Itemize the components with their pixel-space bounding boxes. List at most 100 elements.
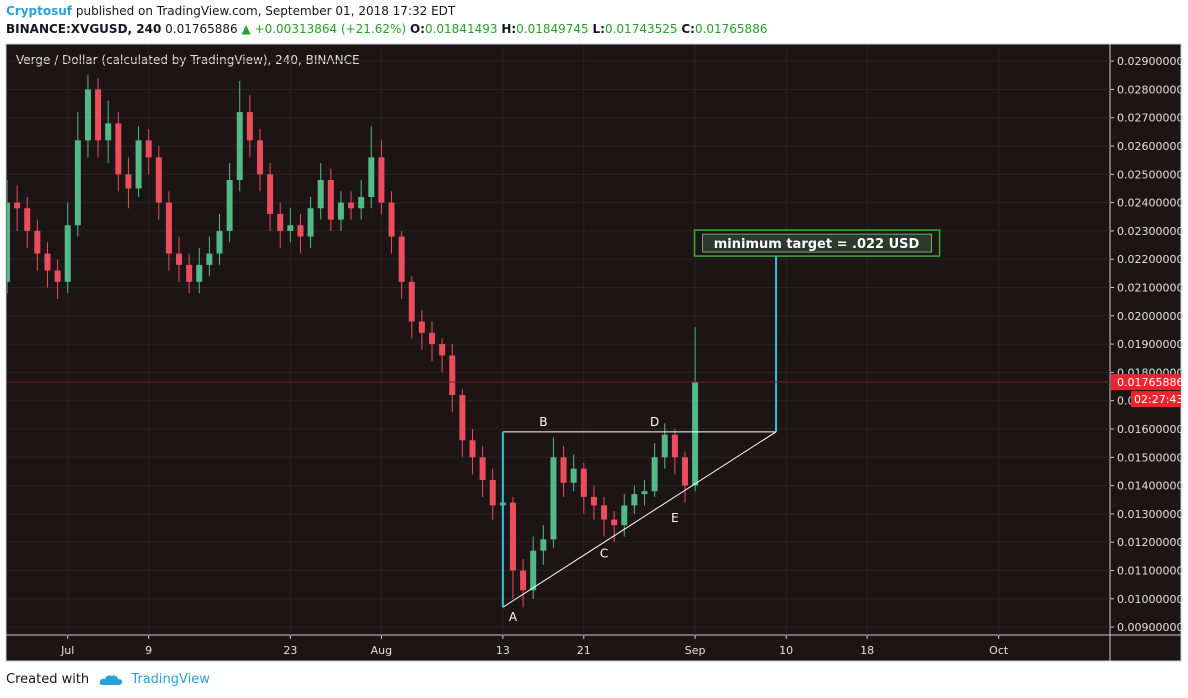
candle-body <box>216 230 223 254</box>
x-tick-label: 23 <box>283 644 297 657</box>
candle-body <box>337 202 344 220</box>
last-price: 0.01765886 <box>165 22 238 36</box>
ohlc-value: 0.01743525 <box>604 22 678 36</box>
candle-body <box>631 494 638 506</box>
y-tick-label: 0.01600000 <box>1117 423 1183 436</box>
x-tick-label: 13 <box>496 644 510 657</box>
candle-body <box>469 440 476 458</box>
candle-body <box>287 225 294 231</box>
candle-body <box>418 321 425 333</box>
candle-body <box>165 202 172 254</box>
y-tick-label: 0.00900000 <box>1117 621 1183 634</box>
candle-body <box>348 202 355 209</box>
candle-body <box>378 157 385 203</box>
price-tag-label: 0.01765886 <box>1117 376 1183 389</box>
candle-body <box>681 457 688 486</box>
candle-body <box>105 123 112 141</box>
ohlc-label: C: <box>681 22 695 36</box>
y-tick-label: 0.02100000 <box>1117 282 1183 295</box>
candle-body <box>570 468 577 483</box>
point-label: C <box>600 547 608 561</box>
candle-body <box>388 202 395 237</box>
candle-body <box>489 479 496 506</box>
candle-body <box>135 140 142 189</box>
candle-body <box>186 264 193 282</box>
y-tick-label: 0.02800000 <box>1117 83 1183 96</box>
candle-body <box>692 382 699 486</box>
candle-body <box>580 468 587 497</box>
y-tick-label: 0.02700000 <box>1117 112 1183 125</box>
y-tick-label: 0.02400000 <box>1117 197 1183 210</box>
candle-body <box>297 225 304 237</box>
candle-body <box>145 140 152 158</box>
y-tick-label: 0.01900000 <box>1117 338 1183 351</box>
candle-body <box>590 496 597 506</box>
header-line: Cryptosuf published on TradingView.com, … <box>6 4 455 18</box>
candle-body <box>520 570 527 591</box>
candle-body <box>277 213 284 231</box>
candle-body <box>429 332 436 345</box>
candle-body <box>358 196 365 209</box>
candle-body <box>601 505 608 520</box>
candle-body <box>661 434 668 458</box>
point-label: D <box>650 415 659 429</box>
author[interactable]: Cryptosuf <box>6 4 73 18</box>
candle-body <box>398 236 405 282</box>
candle-body <box>509 502 516 571</box>
point-label: A <box>509 610 518 624</box>
candle-body <box>459 395 466 441</box>
candle-body <box>641 491 648 495</box>
drawing-line <box>502 431 777 608</box>
point-label: B <box>539 415 547 429</box>
x-tick-label: Oct <box>989 644 1009 657</box>
price-tag <box>1111 374 1181 391</box>
target-inner <box>702 233 932 253</box>
candle-body <box>44 253 51 271</box>
x-tick-label: 21 <box>577 644 591 657</box>
ohlc-label: O: <box>409 22 425 36</box>
x-tick-label: Jul <box>60 644 74 657</box>
ohlc: O:0.01841493 H:0.01849745 L:0.01743525 C… <box>406 22 768 36</box>
symbol: BINANCE:XVGUSD, 240 <box>6 22 162 36</box>
candle-body <box>236 112 243 180</box>
brand[interactable]: TradingView <box>131 672 210 687</box>
footer: Created with TradingView <box>6 672 210 687</box>
candle-body <box>530 550 537 591</box>
candle-body <box>176 253 183 265</box>
y-tick-label: 0.02900000 <box>1117 55 1183 68</box>
candle-body <box>368 157 375 197</box>
candle-body <box>155 157 162 203</box>
x-tick-label: Sep <box>685 644 706 657</box>
ohlc-value: 0.01849745 <box>516 22 589 36</box>
candle-body <box>14 202 21 209</box>
y-tick-label: 0.02200000 <box>1117 253 1183 266</box>
x-tick-label: 9 <box>145 644 152 657</box>
candle-body <box>34 230 41 254</box>
chart-title: Verge / Dollar (calculated by TradingVie… <box>16 53 360 67</box>
y-tick-label: 0.02600000 <box>1117 140 1183 153</box>
candle-body <box>439 344 446 356</box>
chart-frame <box>5 43 1182 662</box>
candle-body <box>671 434 678 458</box>
candle-body <box>307 208 314 237</box>
x-tick-label: 18 <box>860 644 874 657</box>
candle-body <box>246 112 253 141</box>
candle-body <box>267 174 274 214</box>
ohlc-label: H: <box>501 22 517 36</box>
candle-body <box>226 179 233 231</box>
y-tick-label: 0.02000000 <box>1117 310 1183 323</box>
candle-body <box>408 281 415 322</box>
candle-body <box>317 179 324 209</box>
candle-body <box>24 208 31 231</box>
y-tick-label: 0.01400000 <box>1117 480 1183 493</box>
candle-body <box>84 89 91 141</box>
x-tick-label: Aug <box>371 644 392 657</box>
candle-body <box>327 179 334 220</box>
candle-body <box>621 505 628 526</box>
candle-body <box>449 355 456 396</box>
candle-body <box>560 457 567 483</box>
candle-body <box>651 457 658 492</box>
y-tick-label: 0.01000000 <box>1117 593 1183 606</box>
countdown-tag <box>1131 391 1181 408</box>
